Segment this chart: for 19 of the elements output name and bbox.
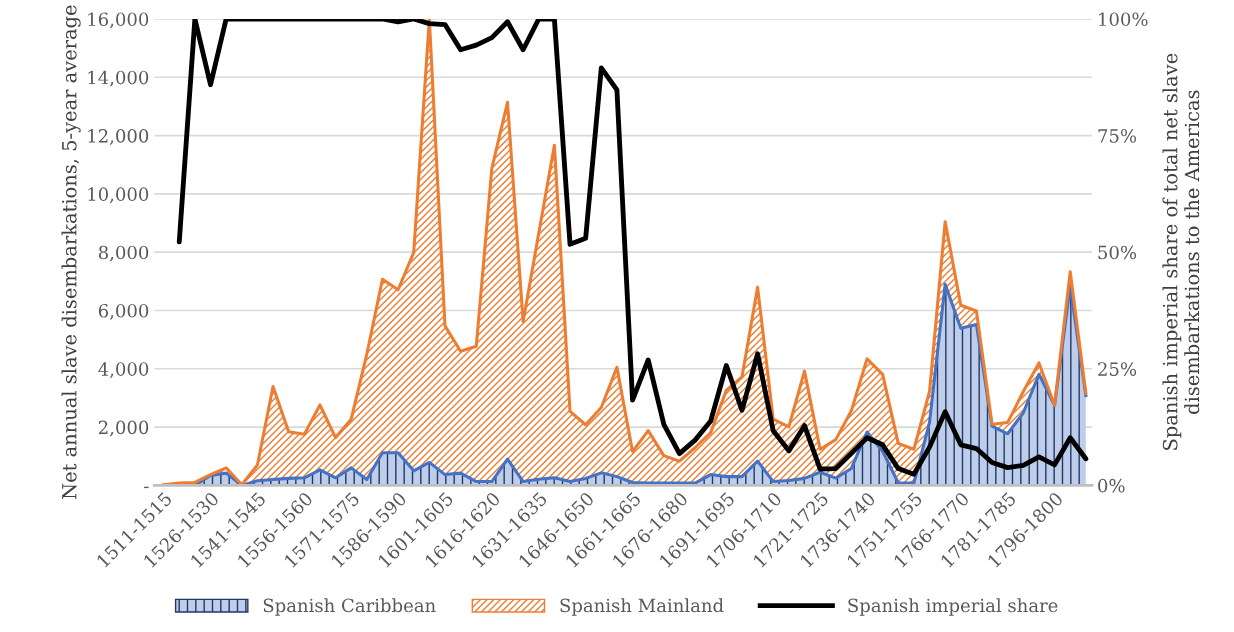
y-tick-label: -: [144, 486, 149, 489]
y2-tick-label: 100%: [1099, 12, 1148, 27]
y2-tick-label: 50%: [1098, 245, 1137, 260]
y-tick-label: 8,000: [98, 245, 149, 262]
y-tick-label: 12,000: [88, 129, 149, 145]
y-tick-label: 16,000: [88, 12, 149, 29]
legend-label: Spanish Caribbean: [263, 598, 436, 616]
y2-tick-label: 0%: [1098, 478, 1125, 493]
legend-label: Spanish Mainland: [560, 598, 724, 616]
y-axis-title: Net annual slave disembarkations, 5-year average: [61, 5, 81, 499]
y2-axis-title: Spanish imperial share of total net slave disembarkations to the Americas: [1162, 53, 1200, 450]
y-tick-label: 2,000: [98, 420, 149, 437]
legend-label: Spanish imperial share: [848, 598, 1058, 616]
y-tick-label: 6,000: [98, 303, 149, 320]
y2-tick-label: 25%: [1098, 362, 1137, 376]
y2-tick-label: 75%: [1098, 129, 1137, 143]
y-tick-label: 4,000: [98, 362, 149, 379]
y-tick-label: 14,000: [88, 70, 149, 87]
y-tick-label: 10,000: [88, 187, 149, 204]
